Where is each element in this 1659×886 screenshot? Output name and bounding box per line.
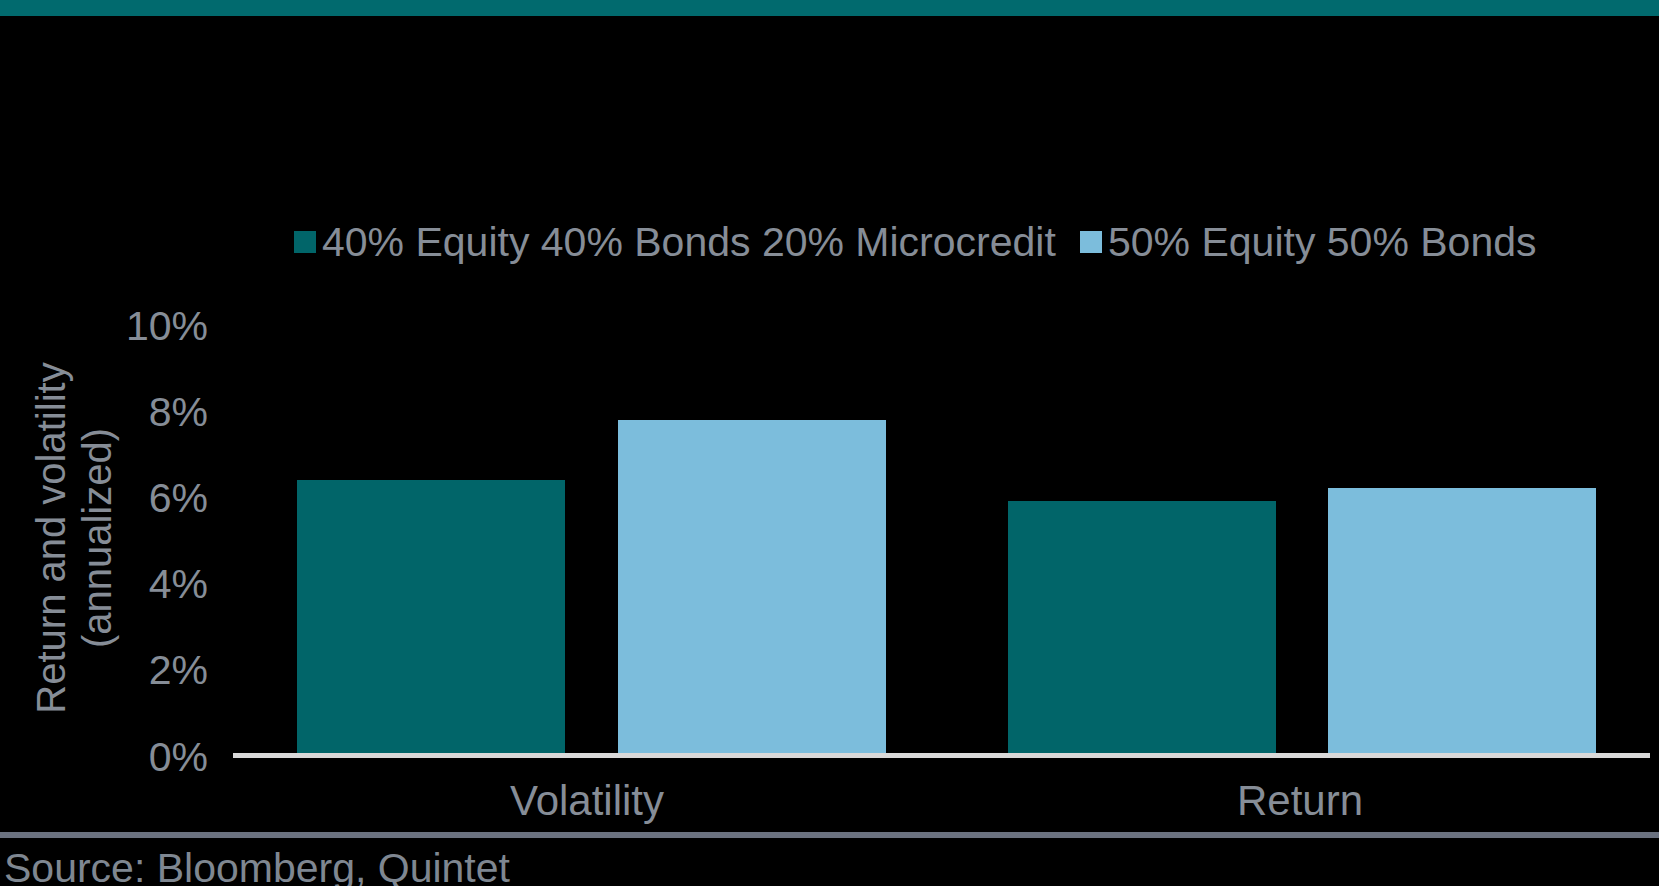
plot-area <box>233 326 1650 753</box>
bar-volatility-mix-40-40-20 <box>297 480 565 753</box>
y-axis-title-line2: (annualized) <box>74 308 120 768</box>
legend-label-50-50: 50% Equity 50% Bonds <box>1108 219 1537 266</box>
y-axis-title-line1: Return and volatility <box>28 308 74 768</box>
top-accent-bar <box>0 0 1659 16</box>
y-tick-label-0: 0% <box>60 733 208 781</box>
legend-swatch-50-50 <box>1080 231 1102 253</box>
y-tick-label-2: 2% <box>60 646 208 694</box>
source-text: Source: Bloomberg, Quintet <box>4 845 510 886</box>
y-tick-label-4: 4% <box>60 560 208 608</box>
chart-page: 40% Equity 40% Bonds 20% Microcredit 50%… <box>0 0 1659 886</box>
y-tick-label-10: 10% <box>60 302 208 350</box>
x-axis-label-return: Return <box>1150 779 1450 823</box>
y-tick-label-6: 6% <box>60 474 208 522</box>
bar-volatility-mix-50-50 <box>618 420 886 753</box>
legend-label-40-40-20: 40% Equity 40% Bonds 20% Microcredit <box>322 219 1056 266</box>
bar-return-mix-40-40-20 <box>1008 501 1276 753</box>
x-axis-label-volatility: Volatility <box>437 779 737 823</box>
y-tick-label-8: 8% <box>60 388 208 436</box>
footer-divider <box>0 832 1659 838</box>
y-axis-title: Return and volatility (annualized) <box>28 308 120 768</box>
bar-return-mix-50-50 <box>1328 488 1596 753</box>
legend-item-50-50: 50% Equity 50% Bonds <box>1080 219 1537 265</box>
legend-item-40-40-20: 40% Equity 40% Bonds 20% Microcredit <box>294 219 1056 265</box>
x-axis-line <box>233 753 1650 758</box>
legend-swatch-40-40-20 <box>294 231 316 253</box>
